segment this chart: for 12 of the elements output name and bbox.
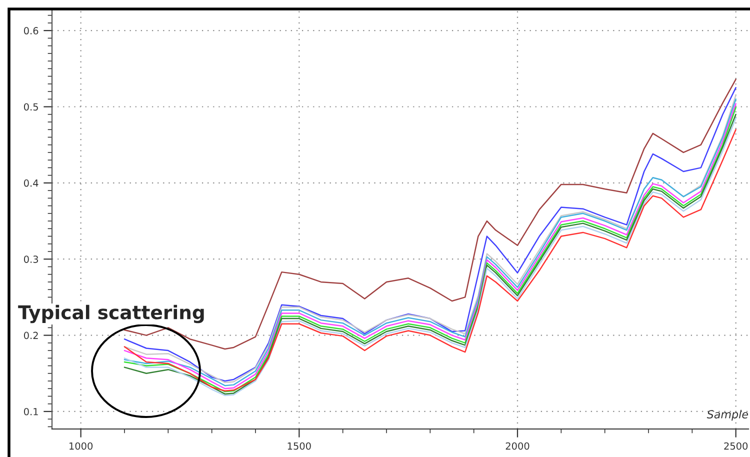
x-tick-label: 1500 bbox=[288, 442, 311, 450]
x-tick-label: 2000 bbox=[506, 442, 530, 450]
y-tick-label: 0.1 bbox=[24, 408, 38, 416]
x-axis-title: Sample bbox=[706, 410, 748, 421]
y-tick-label: 0.5 bbox=[24, 103, 38, 111]
y-tick-label: 0.2 bbox=[24, 332, 38, 340]
y-tick-label: 0.6 bbox=[24, 27, 38, 34]
y-tick-label: 0.3 bbox=[24, 256, 38, 263]
y-tick-label: 0.4 bbox=[24, 179, 38, 187]
x-tick-label: 1000 bbox=[70, 442, 93, 450]
annotation: Typical scattering bbox=[18, 304, 204, 324]
x-tick-label: 2500 bbox=[724, 442, 748, 450]
